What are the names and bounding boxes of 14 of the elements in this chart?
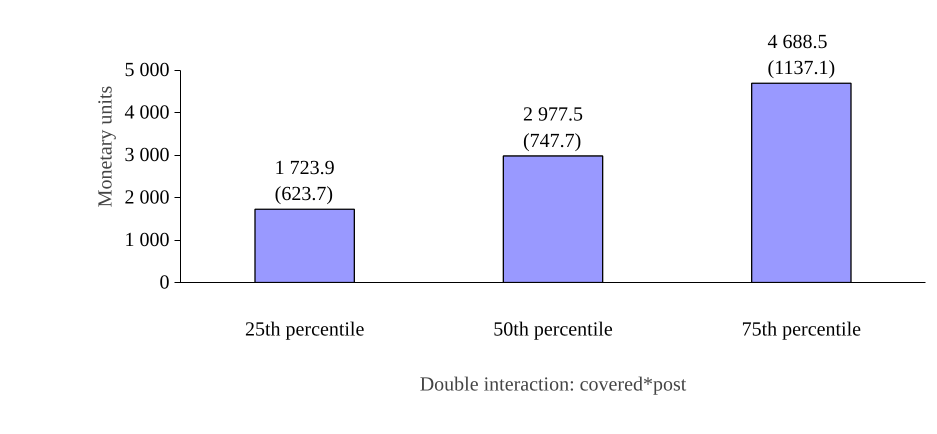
x-tick-label: 25th percentile — [244, 318, 364, 340]
y-tick-label: 2 000 — [124, 186, 170, 208]
y-tick-label: 3 000 — [124, 144, 170, 166]
data-label: 4 688.5 (1137.1) — [768, 30, 836, 80]
y-tick-label: 5 000 — [124, 59, 170, 81]
x-axis-title: Double interaction: covered*post — [420, 374, 687, 396]
y-tick-label: 1 000 — [124, 229, 170, 251]
data-label: 2 977.5 (747.7) — [523, 104, 583, 152]
y-tick-label: 0 — [160, 272, 170, 294]
x-tick-label: 75th percentile — [742, 318, 862, 340]
x-tick-label: 50th percentile — [493, 318, 613, 340]
y-axis-title: Monetary units — [94, 85, 116, 208]
y-tick-label: 4 000 — [124, 102, 170, 124]
data-label: 1 723.9 (623.7) — [274, 156, 335, 206]
